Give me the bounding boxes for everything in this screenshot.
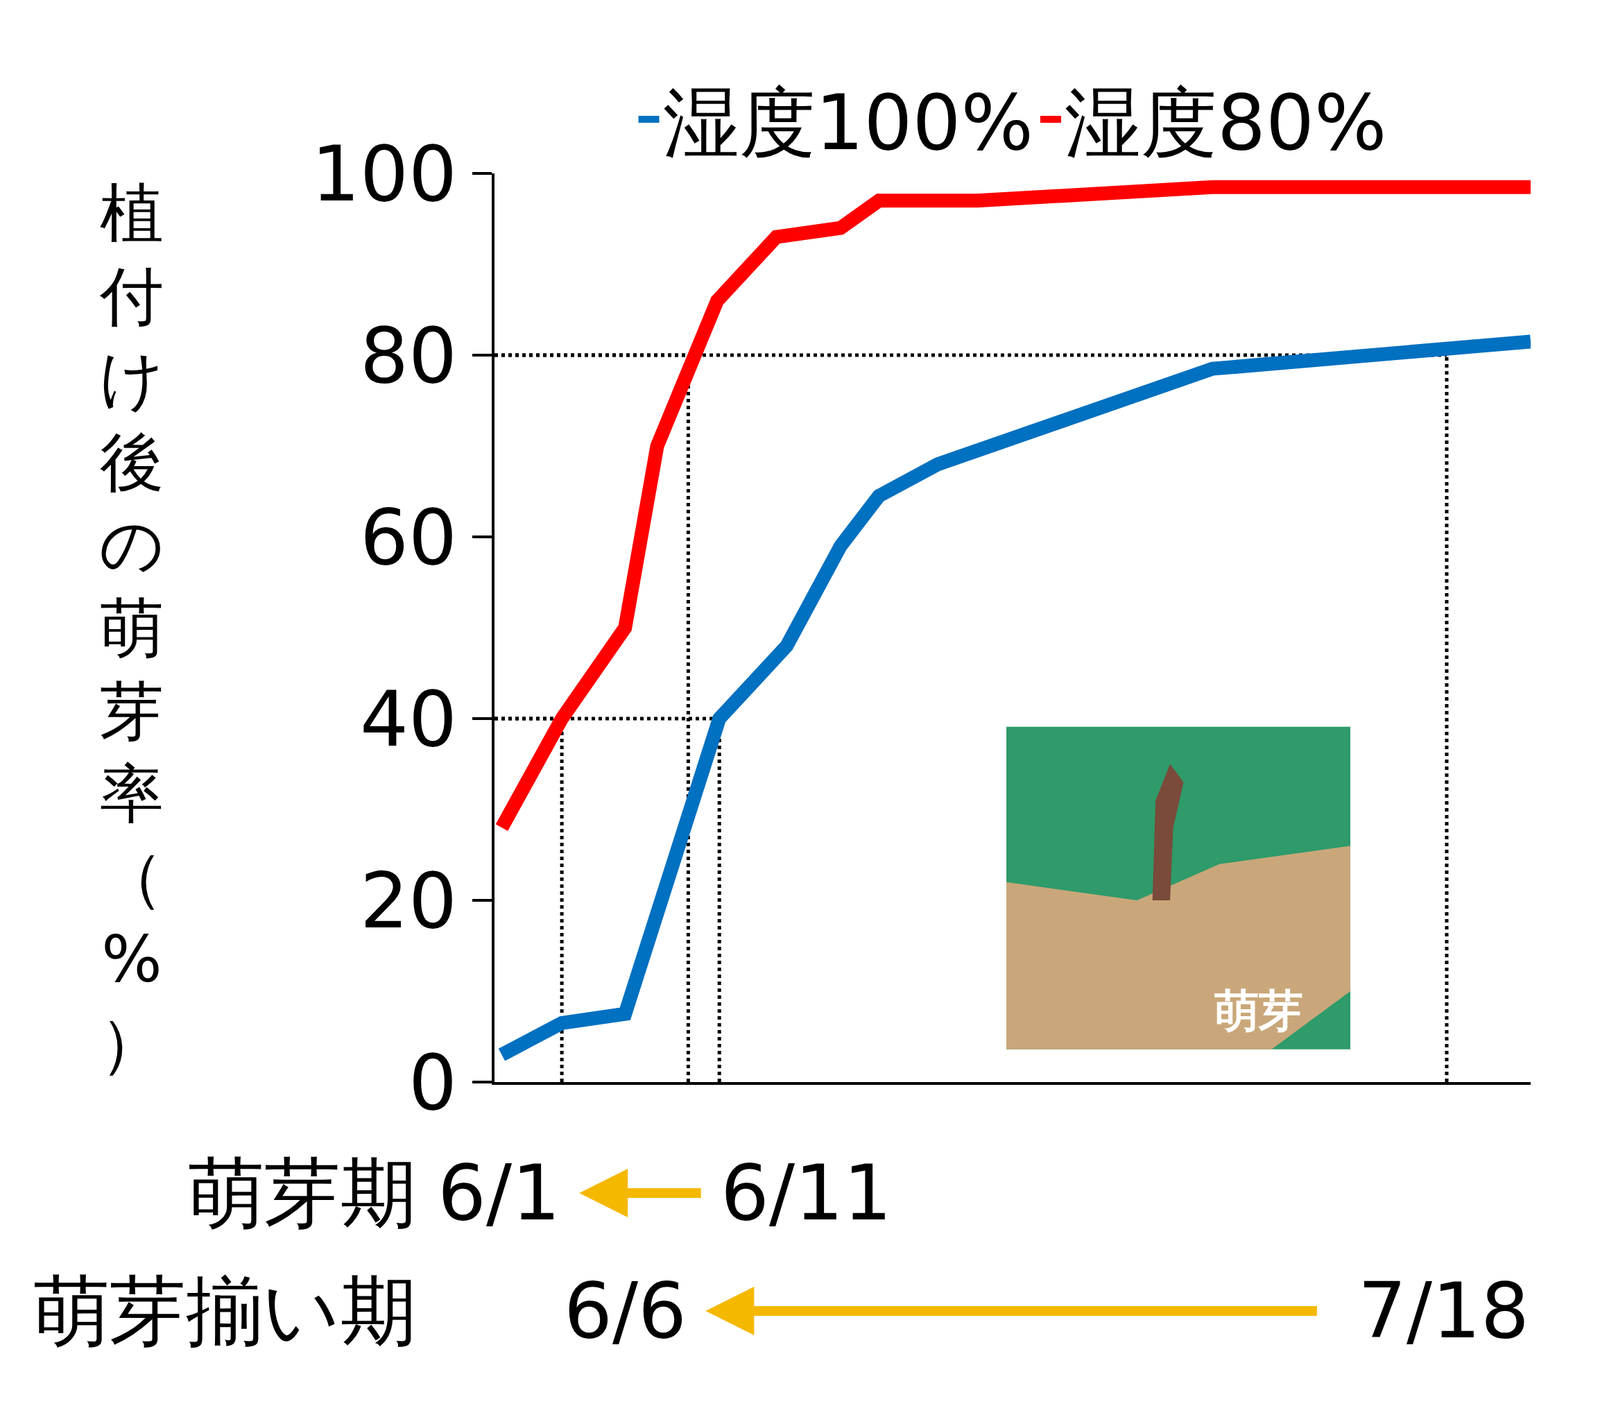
svg-text:20: 20 xyxy=(359,856,458,946)
svg-text:7/18: 7/18 xyxy=(1357,1266,1530,1356)
svg-text:40: 40 xyxy=(359,674,458,764)
svg-text:80: 80 xyxy=(359,311,458,401)
svg-text:湿度80%: 湿度80% xyxy=(1064,78,1388,168)
svg-text:萌芽揃い期: 萌芽揃い期 xyxy=(33,1266,417,1356)
svg-text:0: 0 xyxy=(408,1038,458,1128)
svg-text:100: 100 xyxy=(311,129,458,219)
svg-text:植付け後の萌芽率（%）: 植付け後の萌芽率（%） xyxy=(99,176,165,1080)
svg-text:萌芽期: 萌芽期 xyxy=(187,1148,417,1238)
svg-text:60: 60 xyxy=(359,493,458,582)
svg-text:6/1: 6/1 xyxy=(437,1148,561,1238)
svg-text:萌芽: 萌芽 xyxy=(1213,984,1304,1037)
svg-text:6/6: 6/6 xyxy=(563,1266,687,1356)
svg-text:6/11: 6/11 xyxy=(720,1148,892,1238)
svg-text:湿度100%: 湿度100% xyxy=(663,78,1034,168)
